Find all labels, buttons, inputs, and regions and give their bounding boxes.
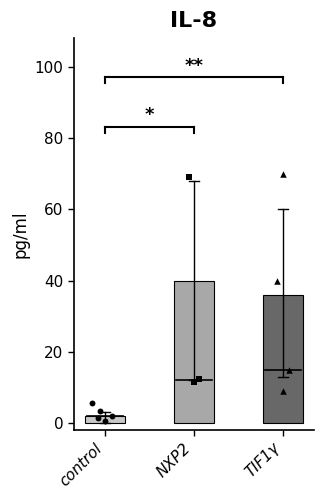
Bar [174,280,214,423]
Point [274,276,279,284]
Bar [85,416,125,423]
Point [287,366,292,374]
Title: IL-8: IL-8 [170,11,217,31]
Point [89,400,94,407]
Point [110,412,115,420]
Point [191,378,197,386]
Y-axis label: pg/ml: pg/ml [11,210,29,258]
Point [186,173,191,181]
Point [280,170,286,177]
Point [197,374,202,382]
Point [98,406,103,414]
Bar [263,295,303,423]
Text: *: * [145,106,154,124]
Point [102,418,108,426]
Text: **: ** [184,56,203,74]
Point [95,414,100,422]
Point [280,387,286,395]
